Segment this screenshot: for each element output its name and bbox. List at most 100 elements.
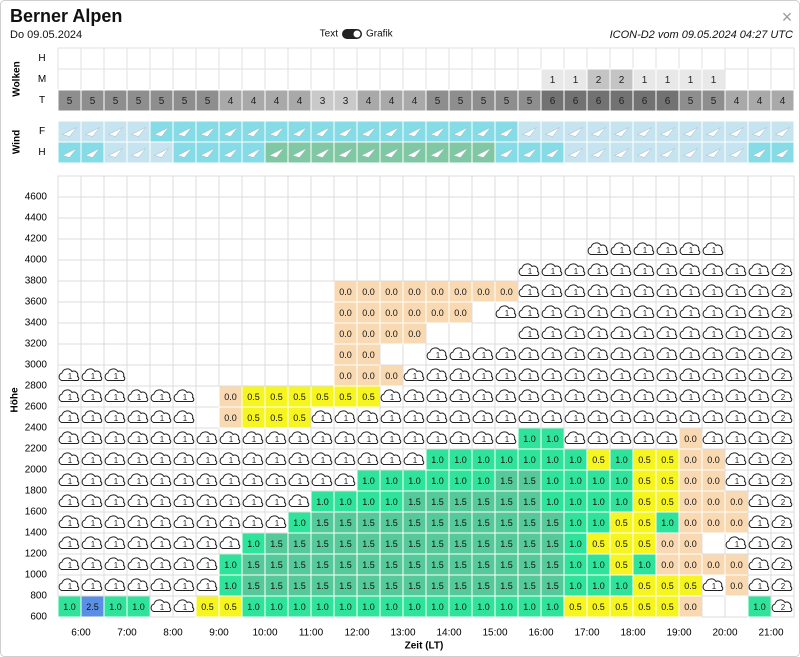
grid-cell <box>172 259 197 282</box>
grid-cell <box>632 217 657 240</box>
climb-value: 1.5 <box>385 560 398 570</box>
climb-value: 1.5 <box>477 497 490 507</box>
climb-value: 1.0 <box>431 455 444 465</box>
cloud-count: 1 <box>298 456 303 465</box>
cloud-icon <box>702 410 724 423</box>
climb-value: 1.5 <box>500 539 513 549</box>
cloud-count: 1 <box>114 561 119 570</box>
climb-value: 0.0 <box>362 308 375 318</box>
cloud-cell <box>517 68 542 91</box>
cloud-icon <box>610 347 632 360</box>
climb-value: 1.5 <box>339 560 352 570</box>
cloud-icon <box>242 473 264 486</box>
climb-value: 0.0 <box>684 560 697 570</box>
cloud-count: 1 <box>91 456 96 465</box>
cloud-count: 1 <box>160 540 165 549</box>
climb-value: 0.5 <box>224 602 237 612</box>
cloud-count: 1 <box>436 393 441 402</box>
cloud-count: 1 <box>735 288 740 297</box>
cloud-count: 1 <box>91 477 96 486</box>
grid-cell <box>264 217 289 240</box>
time-tick: 8:00 <box>163 628 183 639</box>
cloud-value: 4 <box>412 96 418 107</box>
grid-cell <box>241 301 266 324</box>
climb-value: 1.5 <box>500 476 513 486</box>
toggle-grafik[interactable]: Grafik <box>366 29 394 40</box>
cloud-icon <box>702 389 724 402</box>
cloud-count: 1 <box>252 456 257 465</box>
cloud-icon <box>633 431 655 444</box>
cloud-count: 1 <box>367 456 372 465</box>
grid-cell <box>149 217 174 240</box>
wind-arrow <box>728 148 744 158</box>
grid-cell <box>425 322 450 345</box>
cloud-icon <box>196 578 218 591</box>
grid-cell <box>724 217 749 240</box>
grid-cell <box>126 280 151 303</box>
wind-arrow <box>222 127 238 137</box>
grid-cell <box>126 175 151 198</box>
cloud-icon <box>150 494 172 507</box>
grid-cell <box>356 259 381 282</box>
climb-value: 1.0 <box>385 476 398 486</box>
wind-arrow <box>774 148 790 158</box>
grid-cell <box>471 238 496 261</box>
climb-value: 0.5 <box>592 602 605 612</box>
cloud-count: 1 <box>206 561 211 570</box>
cloud-count: 1 <box>206 498 211 507</box>
cloud-cell <box>80 47 105 70</box>
close-button[interactable]: × <box>782 7 793 27</box>
grid-cell <box>632 196 657 219</box>
cloud-count: 1 <box>68 372 73 381</box>
cloud-icon <box>771 326 793 339</box>
cloud-icon <box>173 410 195 423</box>
cloud-value: 1 <box>665 75 671 86</box>
climb-value: 1.5 <box>546 518 559 528</box>
climb-value: 1.0 <box>615 455 628 465</box>
climb-value: 1.0 <box>293 602 306 612</box>
cloud-count: 1 <box>91 582 96 591</box>
cloud-icon <box>564 410 586 423</box>
cloud-value: 1 <box>550 75 556 86</box>
time-tick: 12:00 <box>344 628 369 639</box>
grid-cell <box>701 217 726 240</box>
climb-value: 1.5 <box>523 476 536 486</box>
cloud-count: 1 <box>574 309 579 318</box>
cloud-icon <box>173 578 195 591</box>
wind-arrow <box>314 127 330 137</box>
cloud-count: 1 <box>505 435 510 444</box>
cloud-count: 1 <box>620 330 625 339</box>
grid-cell <box>448 238 473 261</box>
grid-cell <box>57 343 82 366</box>
cloud-count: 1 <box>689 414 694 423</box>
cloud-count: 1 <box>505 414 510 423</box>
cloud-count: 1 <box>390 435 395 444</box>
cloud-count: 1 <box>643 309 648 318</box>
cloud-count: 1 <box>321 456 326 465</box>
cloud-icon <box>58 494 80 507</box>
cloud-icon <box>541 263 563 276</box>
cloud-count: 1 <box>758 393 763 402</box>
cloud-value: 4 <box>389 96 395 107</box>
grid-cell <box>149 259 174 282</box>
climb-value: 0.5 <box>316 392 329 402</box>
grid-cell <box>471 259 496 282</box>
grid-cell <box>126 217 151 240</box>
cloud-icon <box>495 347 517 360</box>
cloud-icon <box>679 410 701 423</box>
cloud-cell <box>126 68 151 91</box>
wind-arrow <box>360 148 376 158</box>
cloud-count: 1 <box>252 477 257 486</box>
climb-value: 0.0 <box>477 287 490 297</box>
cloud-icon <box>403 431 425 444</box>
time-tick: 15:00 <box>482 628 507 639</box>
climb-value: 1.0 <box>638 560 651 570</box>
cloud-count: 1 <box>551 351 556 360</box>
grid-cell <box>310 364 335 387</box>
cloud-count: 1 <box>666 393 671 402</box>
grid-cell <box>379 175 404 198</box>
wind-arrow <box>475 148 491 158</box>
cloud-count: 1 <box>344 477 349 486</box>
toggle-text[interactable]: Text <box>320 29 339 40</box>
cloud-icon <box>81 536 103 549</box>
